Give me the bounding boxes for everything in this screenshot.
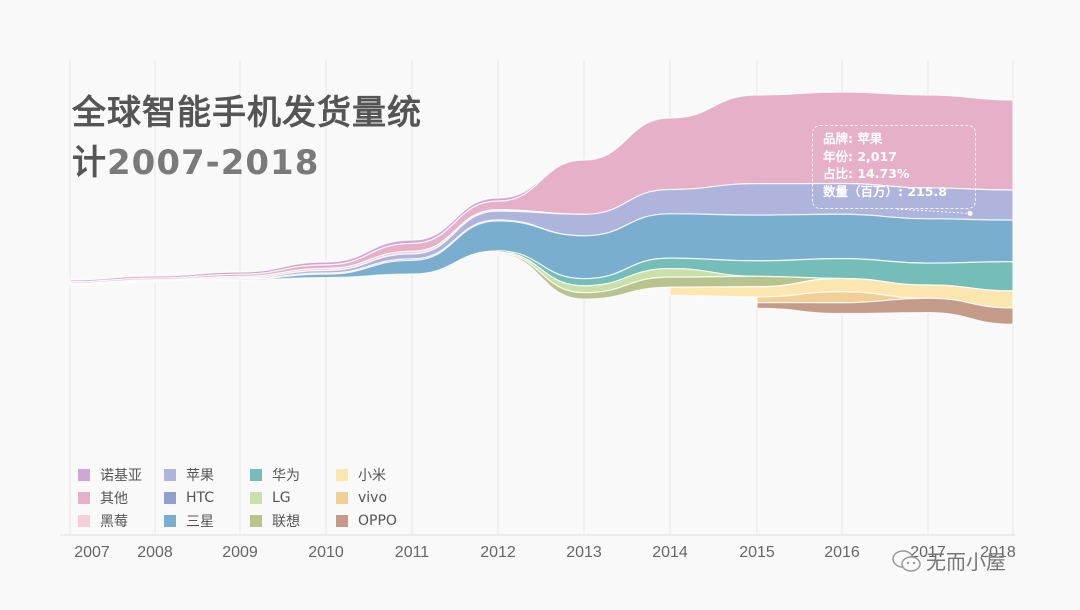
legend-column: 诺基亚 其他 黑莓 [78, 463, 168, 532]
x-tick-2015: 2015 [739, 544, 775, 561]
highlight-point[interactable] [967, 210, 973, 216]
legend-item-其他[interactable]: 其他 [78, 486, 168, 509]
x-tick-2017: 2017 [910, 544, 946, 561]
legend-swatch [336, 514, 348, 527]
legend-label: 苹果 [186, 467, 214, 484]
legend-label: 黑莓 [100, 513, 128, 530]
title-line1: 全球智能手机发货量统 [72, 93, 422, 133]
streams [69, 91, 1014, 325]
x-tick-2013: 2013 [566, 544, 602, 561]
legend-swatch [336, 491, 348, 504]
legend-swatch [250, 468, 262, 481]
legend-swatch [164, 514, 176, 527]
legend-label: vivo [358, 489, 388, 506]
legend-item-vivo[interactable]: vivo [336, 486, 426, 509]
legend-label: 三星 [186, 513, 214, 530]
legend-label: 联想 [272, 513, 300, 530]
legend-item-三星[interactable]: 三星 [164, 509, 254, 532]
tooltip-share: 占比: 14.73% [823, 166, 910, 181]
tooltip-year: 年份: 2,017 [823, 148, 897, 164]
legend-column: 苹果 HTC 三星 [164, 463, 254, 532]
x-tick-2009: 2009 [222, 544, 258, 561]
tooltip-leader [896, 208, 973, 216]
legend-item-苹果[interactable]: 苹果 [164, 463, 254, 486]
legend-item-LG[interactable]: LG [250, 486, 340, 509]
legend-swatch [250, 491, 262, 504]
data-tooltip: 品牌: 苹果 年份: 2,017 占比: 14.73% 数量（百万）: 215.… [812, 125, 976, 209]
legend-column: 小米 vivo OPPO [336, 463, 426, 532]
legend-item-小米[interactable]: 小米 [336, 463, 426, 486]
legend-swatch [336, 468, 348, 481]
legend-label: HTC [186, 489, 215, 506]
tooltip-quantity: 数量（百万）: 215.8 [823, 183, 947, 199]
tooltip-brand: 品牌: 苹果 [823, 131, 883, 146]
legend-label: 小米 [358, 467, 386, 484]
wechat-icon [892, 549, 921, 572]
x-tick-2012: 2012 [480, 544, 516, 561]
x-tick-2007: 2007 [74, 544, 110, 561]
legend-label: 华为 [272, 467, 300, 484]
x-tick-2010: 2010 [308, 544, 344, 561]
watermark-text: 无而小屋 [926, 550, 1006, 574]
legend-label: 诺基亚 [100, 467, 142, 484]
watermark: 无而小屋 [892, 546, 1006, 575]
legend-label: LG [272, 489, 291, 506]
legend-swatch [164, 491, 176, 504]
legend-label: OPPO [358, 512, 397, 529]
legend-swatch [78, 491, 90, 504]
legend-swatch [78, 468, 90, 481]
legend-label: 其他 [100, 490, 128, 507]
legend-swatch [250, 514, 262, 527]
legend-swatch [78, 514, 90, 527]
title-line2-prefix: 计 [72, 143, 107, 183]
x-tick-2008: 2008 [137, 544, 173, 561]
x-tick-2014: 2014 [652, 544, 688, 561]
x-tick-2016: 2016 [824, 544, 860, 561]
stream-OPPO[interactable] [756, 297, 1014, 325]
title-line2: 计2007-2018 [72, 138, 472, 188]
x-tick-2011: 2011 [394, 544, 430, 561]
legend-item-OPPO[interactable]: OPPO [336, 509, 426, 532]
legend-swatch [164, 468, 176, 481]
chart-title: 全球智能手机发货量统 计2007-2018 [72, 88, 472, 188]
tooltip-leader-line [896, 208, 971, 214]
x-tick-2018: 2018 [980, 544, 1016, 561]
title-years: 2007-2018 [107, 143, 320, 183]
legend-item-诺基亚[interactable]: 诺基亚 [78, 463, 168, 486]
legend-column: 华为 LG 联想 [250, 463, 340, 532]
legend-item-联想[interactable]: 联想 [250, 509, 340, 532]
legend-item-HTC[interactable]: HTC [164, 486, 254, 509]
legend-item-黑莓[interactable]: 黑莓 [78, 509, 168, 532]
stream-三星[interactable] [69, 213, 1014, 285]
legend-item-华为[interactable]: 华为 [250, 463, 340, 486]
